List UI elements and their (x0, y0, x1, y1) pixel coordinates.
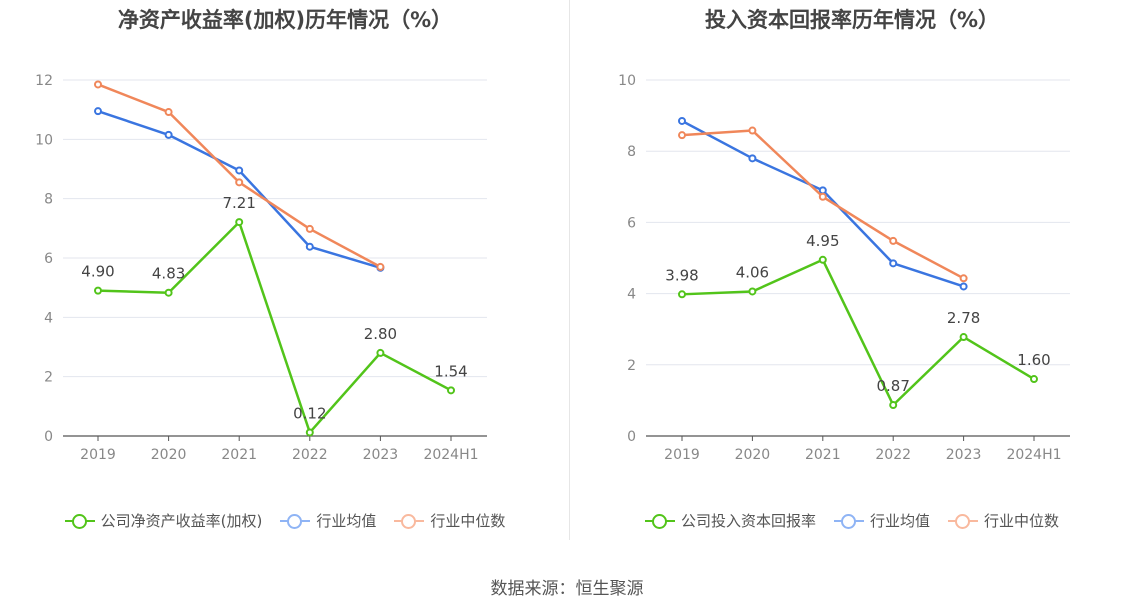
legend-item[interactable]: 公司投入资本回报率 (644, 510, 816, 531)
data-point (748, 154, 757, 163)
data-point (235, 166, 244, 175)
roic-chart-legend: 公司投入资本回报率 行业均值 行业中位数 (570, 510, 1134, 531)
y-tick-label: 8 (627, 144, 636, 160)
legend-item[interactable]: 行业中位数 (394, 510, 505, 531)
x-tick-label: 2022 (875, 447, 911, 463)
data-label: 1.60 (1017, 351, 1050, 369)
legend-item[interactable]: 行业均值 (280, 510, 376, 531)
legend-line-circle-icon (833, 513, 864, 529)
data-point (94, 107, 102, 116)
data-label: 0.12 (293, 404, 326, 422)
y-tick-label: 6 (627, 215, 636, 231)
legend-item[interactable]: 公司净资产收益率(加权) (64, 510, 263, 531)
data-point (889, 401, 898, 410)
data-label: 4.95 (806, 232, 839, 250)
x-tick-label: 2019 (664, 447, 700, 463)
data-point (94, 80, 102, 89)
legend-label: 公司投入资本回报率 (680, 512, 816, 530)
roe-chart-panel: 净资产收益率(加权)历年情况（%） 0 2 4 6 8 10 12 2019 2020 2021 2… (0, 0, 570, 560)
data-point (678, 116, 686, 125)
data-point (678, 131, 686, 140)
data-point (447, 386, 455, 395)
panel-divider (569, 0, 570, 540)
x-tick-label: 2023 (363, 447, 399, 463)
legend-label: 行业中位数 (430, 512, 506, 530)
legend-item[interactable]: 行业中位数 (948, 510, 1059, 531)
legend-line-circle-icon (64, 513, 95, 529)
data-label: 0.87 (876, 377, 909, 395)
y-tick-label: 10 (35, 132, 53, 148)
legend-item[interactable]: 行业均值 (833, 510, 930, 531)
y-tick-label: 0 (44, 429, 53, 445)
legend-line-circle-icon (644, 513, 675, 529)
data-point (376, 262, 385, 271)
y-tick-label: 4 (627, 287, 636, 303)
data-point (889, 236, 898, 245)
x-tick-label: 2023 (946, 447, 982, 463)
data-point (164, 288, 173, 297)
data-point (305, 242, 314, 251)
data-label: 2.78 (947, 309, 980, 327)
data-point (959, 274, 968, 283)
data-point (1030, 375, 1038, 384)
y-tick-label: 2 (627, 358, 636, 374)
y-tick-label: 10 (618, 73, 636, 89)
y-tick-label: 12 (35, 73, 53, 89)
legend-line-circle-icon (280, 513, 311, 529)
data-point (235, 218, 244, 227)
roe-chart-legend: 公司净资产收益率(加权) 行业均值 行业中位数 (0, 510, 570, 531)
roe-chart-title: 净资产收益率(加权)历年情况（%） (117, 8, 453, 32)
x-tick-label: 2024H1 (1006, 447, 1061, 463)
data-label: 7.21 (222, 194, 255, 212)
legend-label: 公司净资产收益率(加权) (100, 512, 263, 530)
data-label: 3.98 (665, 266, 698, 284)
y-tick-label: 6 (44, 251, 53, 267)
data-source-note: 数据来源：恒生聚源 (490, 579, 644, 599)
data-point (959, 282, 968, 291)
data-point (818, 255, 827, 264)
data-point (748, 287, 757, 296)
x-tick-label: 2020 (735, 447, 771, 463)
data-label: 4.90 (81, 263, 114, 281)
y-tick-label: 8 (44, 192, 53, 208)
legend-line-circle-icon (948, 513, 978, 529)
roic-chart-title: 投入资本回报率历年情况（%） (704, 8, 1000, 32)
legend-label: 行业均值 (316, 512, 377, 530)
data-point (678, 290, 686, 299)
series-line-0 (97, 220, 452, 434)
roe-chart-plot: 0 2 4 6 8 10 12 2019 2020 2021 2022 2023 2024H1 4.90 4… (35, 73, 487, 463)
data-point (959, 333, 968, 342)
y-tick-label: 4 (44, 310, 53, 326)
legend-label: 行业中位数 (984, 512, 1060, 530)
data-point (164, 130, 173, 139)
data-point (305, 428, 314, 437)
x-tick-label: 2022 (292, 447, 328, 463)
roic-chart-panel: 投入资本回报率历年情况（%） 0 2 4 6 8 10 2019 2020 2021 2022 20… (570, 0, 1134, 560)
data-point (164, 108, 173, 117)
x-tick-label: 2019 (80, 447, 116, 463)
x-tick-label: 2024H1 (423, 447, 478, 463)
x-tick-label: 2021 (221, 447, 257, 463)
x-tick-label: 2020 (151, 447, 187, 463)
data-point (305, 224, 314, 233)
data-point (376, 348, 385, 357)
roic-chart-plot: 0 2 4 6 8 10 2019 2020 2021 2022 2023 2024H1 3.98 4.0… (618, 73, 1070, 463)
data-point (235, 178, 244, 187)
data-point (818, 186, 827, 195)
data-point (818, 192, 827, 201)
x-tick-label: 2021 (805, 447, 841, 463)
data-label: 2.80 (364, 325, 397, 343)
data-label: 4.83 (152, 265, 185, 283)
data-point (889, 259, 898, 268)
data-point (748, 126, 757, 135)
series-line-2 (97, 83, 381, 269)
series-line-0 (681, 258, 1035, 407)
data-label: 1.54 (434, 362, 467, 380)
legend-label: 行业均值 (869, 512, 930, 530)
legend-line-circle-icon (394, 513, 425, 529)
y-tick-label: 2 (44, 370, 53, 386)
data-point (94, 286, 102, 295)
y-tick-label: 0 (627, 429, 636, 445)
data-label: 4.06 (736, 263, 769, 281)
